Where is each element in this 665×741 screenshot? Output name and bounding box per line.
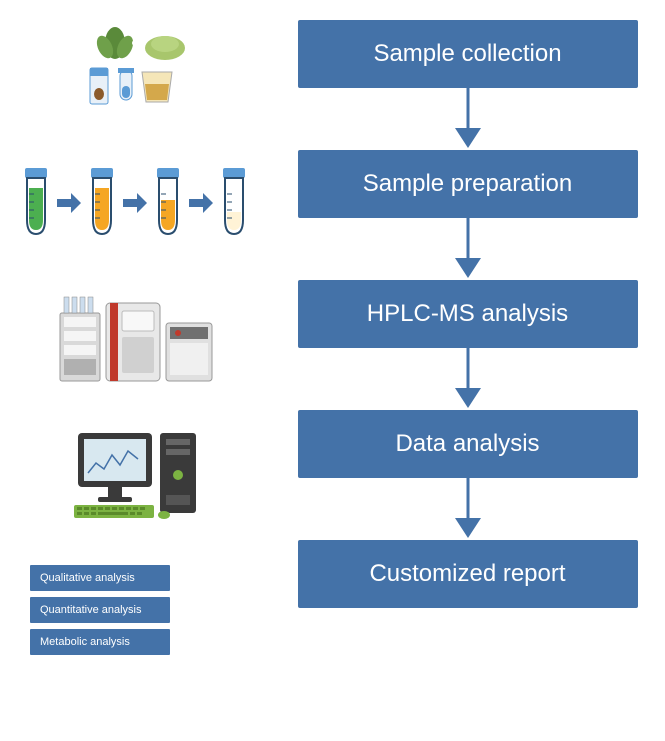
quantitative-analysis-box: Quantitative analysis [30, 597, 170, 623]
workflow-diagram: Qualitative analysis Quantitative analys… [0, 0, 665, 741]
step-data-analysis: Data analysis [298, 410, 638, 478]
computer-icon [0, 425, 270, 520]
flowchart-column: Sample collection Sample preparation HPL… [270, 0, 665, 741]
sample-collection-icon [0, 20, 270, 110]
step-hplc-ms-analysis: HPLC-MS analysis [298, 280, 638, 348]
step-sample-preparation: Sample preparation [298, 150, 638, 218]
hplc-ms-icon [0, 290, 270, 390]
step-customized-report: Customized report [298, 540, 638, 608]
arrow-4 [453, 478, 483, 540]
sample-preparation-icon [0, 155, 270, 250]
arrow-1 [453, 88, 483, 150]
metabolic-analysis-box: Metabolic analysis [30, 629, 170, 655]
step-sample-collection: Sample collection [298, 20, 638, 88]
arrow-3 [453, 348, 483, 410]
qualitative-analysis-box: Qualitative analysis [30, 565, 170, 591]
icon-column: Qualitative analysis Quantitative analys… [0, 0, 270, 741]
arrow-2 [453, 218, 483, 280]
analysis-types-group: Qualitative analysis Quantitative analys… [0, 560, 270, 660]
